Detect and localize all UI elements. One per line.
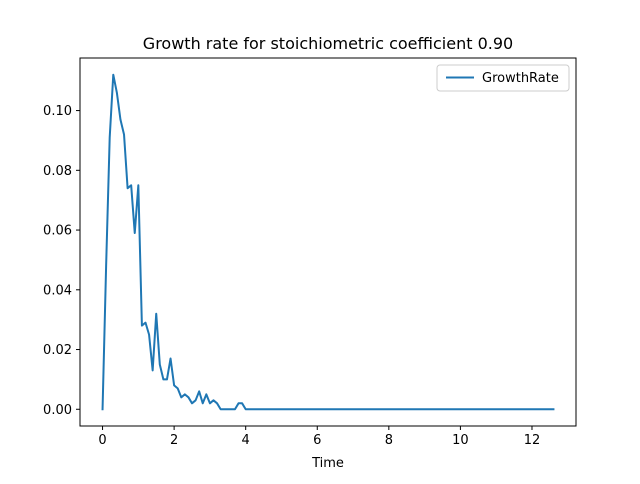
x-tick-label: 6 <box>313 433 321 448</box>
series-layer <box>101 73 555 411</box>
x-tick-label: 2 <box>170 433 178 448</box>
x-tick-label: 10 <box>452 433 469 448</box>
y-tick-label: 0.00 <box>43 403 72 418</box>
y-tick-label: 0.10 <box>43 104 72 119</box>
axes-frame <box>79 57 577 427</box>
x-axis: 0 2 4 6 8 10 12 <box>98 426 540 448</box>
x-axis-label: Time <box>311 456 344 471</box>
legend-box <box>436 64 570 92</box>
y-tick-label: 0.08 <box>43 164 72 179</box>
y-tick-label: 0.06 <box>43 224 72 239</box>
y-tick-label: 0.02 <box>43 343 72 358</box>
x-tick-label: 8 <box>385 433 393 448</box>
y-axis: 0.00 0.02 0.04 0.06 0.08 0.10 <box>43 104 80 418</box>
x-tick-label: 0 <box>98 433 106 448</box>
legend-label-growthrate: GrowthRate <box>482 71 559 86</box>
series-line-growthrate <box>101 73 555 411</box>
y-tick-label: 0.04 <box>43 283 72 298</box>
x-tick-label: 12 <box>524 433 541 448</box>
x-tick-label: 4 <box>242 433 250 448</box>
legend: GrowthRate <box>436 64 570 92</box>
chart-title: Growth rate for stoichiometric coefficie… <box>143 34 513 53</box>
